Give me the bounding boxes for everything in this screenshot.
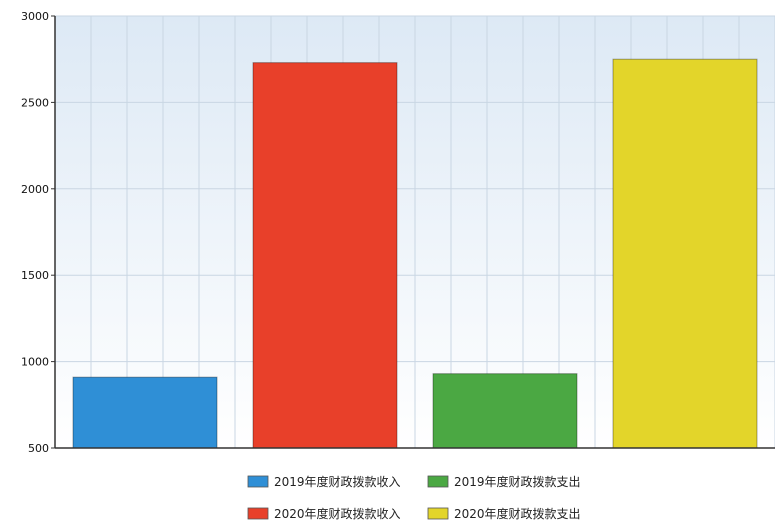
legend: 2019年度财政拨款收入 2019年度财政拨款支出 2020年度财政拨款收入 2020… [247, 474, 581, 521]
y-tick-label: 2500 [21, 96, 49, 109]
legend-label: 2019年度财政拨款收入 [274, 474, 401, 489]
bar-1 [72, 376, 218, 449]
y-tick-labels: 500 1000 1500 2000 2500 3000 [21, 10, 49, 455]
bars [72, 58, 758, 449]
y-tick-label: 3000 [21, 10, 49, 23]
bar-2 [252, 62, 398, 449]
legend-swatch [427, 475, 449, 488]
bar-3 [432, 373, 578, 449]
y-tick-label: 1000 [21, 356, 49, 369]
y-tick-label: 2000 [21, 183, 49, 196]
y-tick-label: 1500 [21, 269, 49, 282]
axes [51, 15, 775, 449]
legend-swatch [247, 507, 269, 520]
bar-4 [612, 58, 758, 449]
legend-label: 2019年度财政拨款支出 [454, 474, 581, 489]
legend-swatch [427, 507, 449, 520]
legend-swatch [247, 475, 269, 488]
legend-label: 2020年度财政拨款支出 [454, 506, 581, 521]
y-tick-label: 500 [28, 442, 49, 455]
legend-label: 2020年度财政拨款收入 [274, 506, 401, 521]
